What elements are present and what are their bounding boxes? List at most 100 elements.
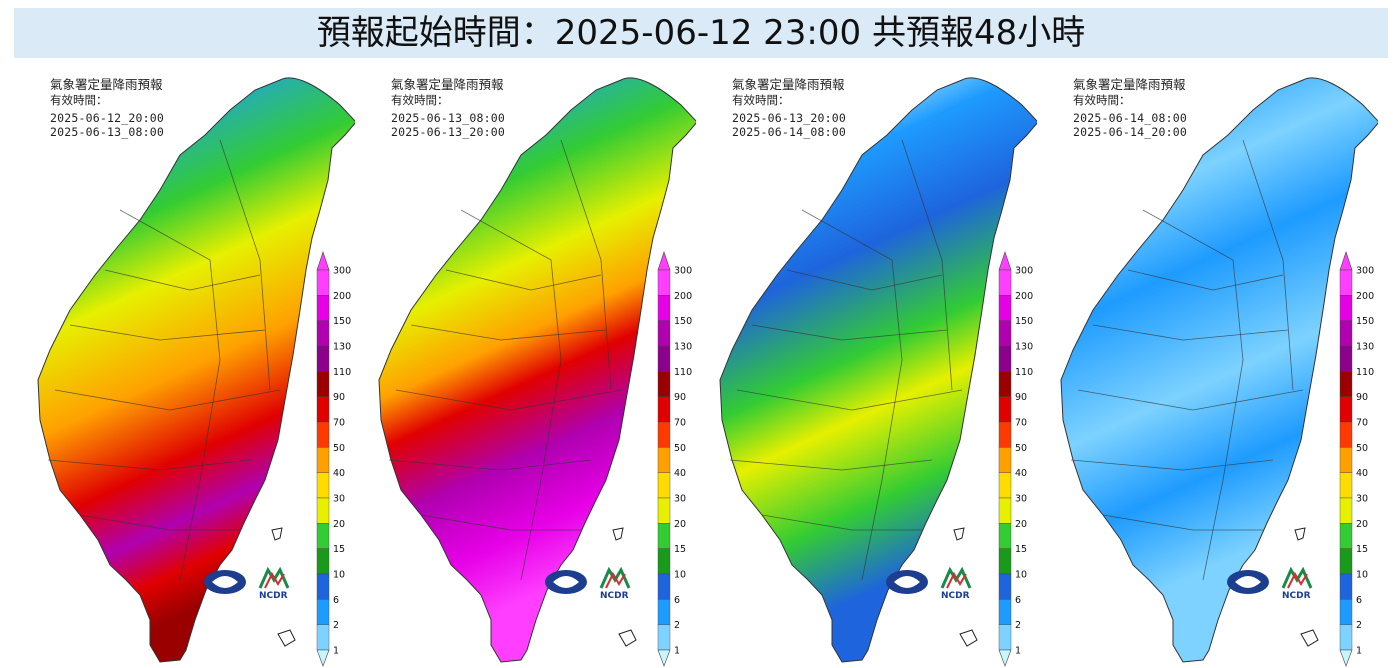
colorbar-tick-label: 40 <box>1015 468 1027 479</box>
colorbar-tick-label: 2 <box>333 620 339 631</box>
colorbar-tick-label: 40 <box>674 468 686 479</box>
rainfall-map-panel: 300 200 150 130 110 90 70 50 40 30 20 15 10 6 2 1 NCDR 氣象… <box>10 60 355 668</box>
ncdr-logo-accent <box>1287 571 1308 589</box>
colorbar-swatch <box>998 548 1012 575</box>
colorbar-swatch <box>1339 523 1353 549</box>
panel-title: 氣象署定量降雨預報 <box>732 77 845 92</box>
colorbar-tick-label: 15 <box>674 544 686 555</box>
county-boundary <box>395 389 622 411</box>
county-boundary <box>761 514 922 531</box>
colorbar-tick-label: 150 <box>1015 316 1033 327</box>
colorbar-swatch <box>1339 497 1353 524</box>
colorbar-tick-label: 15 <box>1015 544 1027 555</box>
ncdr-logo-accent <box>605 571 626 589</box>
colorbar-tick-label: 15 <box>1356 544 1368 555</box>
colorbar-swatch <box>316 295 330 321</box>
colorbar-swatch <box>316 396 330 423</box>
county-boundary <box>54 389 281 411</box>
cwa-logo-swirl <box>1235 576 1261 588</box>
ncdr-logo-text: NCDR <box>941 591 970 601</box>
colorbar-tick-label: 300 <box>1015 266 1033 277</box>
colorbar-swatch <box>998 421 1012 448</box>
colorbar-tick-label: 50 <box>1356 443 1368 454</box>
colorbar-swatch <box>316 599 330 625</box>
colorbar-swatch <box>1339 624 1353 651</box>
valid-time-label: 有效時間： <box>50 93 108 107</box>
colorbar-swatch <box>657 548 671 575</box>
county-boundary <box>729 459 933 471</box>
taiwan-island-shape <box>719 77 1037 663</box>
colorbar-swatch <box>316 447 330 473</box>
colorbar-tick-label: 300 <box>1356 266 1374 277</box>
valid-time-end: 2025-06-14_20:00 <box>1073 125 1187 139</box>
colorbar-swatch <box>657 447 671 473</box>
valid-time-start: 2025-06-14_08:00 <box>1073 111 1187 125</box>
colorbar-swatch <box>316 497 330 524</box>
colorbar-tick-label: 1 <box>1356 646 1362 657</box>
rainfall-map-panel: 300 200 150 130 110 90 70 50 40 30 20 15 10 6 2 1 NCDR 氣象… <box>692 60 1037 668</box>
ncdr-logo-accent <box>946 571 967 589</box>
colorbar-swatch <box>657 396 671 423</box>
orchid-island-outline <box>277 629 296 647</box>
colorbar-swatch <box>316 421 330 448</box>
valid-time-end: 2025-06-13_20:00 <box>391 125 505 139</box>
colorbar-tick-label: 20 <box>333 519 345 530</box>
colorbar-tick-label: 90 <box>1356 392 1368 403</box>
colorbar-tick-label: 10 <box>674 570 686 581</box>
panel-title: 氣象署定量降雨預報 <box>50 77 163 92</box>
colorbar-tick-label: 90 <box>333 392 345 403</box>
valid-time-start: 2025-06-12_20:00 <box>50 111 164 125</box>
colorbar-tick-label: 150 <box>333 316 351 327</box>
county-boundary <box>1092 324 1289 341</box>
colorbar-tick-label: 300 <box>333 266 351 277</box>
colorbar-tick-label: 90 <box>674 392 686 403</box>
colorbar-tick-label: 6 <box>333 595 339 606</box>
county-boundary <box>786 269 943 291</box>
colorbar-tick-label: 150 <box>674 316 692 327</box>
colorbar-tick-label: 70 <box>674 418 686 429</box>
colorbar-swatch <box>1339 371 1353 397</box>
county-boundary <box>560 139 612 391</box>
colorbar-swatch <box>657 421 671 448</box>
rainfall-map-panel: 300 200 150 130 110 90 70 50 40 30 20 15 10 6 2 1 NCDR 氣象… <box>351 60 696 668</box>
colorbar-swatch <box>998 523 1012 549</box>
county-boundary <box>420 514 581 531</box>
county-boundary <box>119 209 221 581</box>
colorbar-tick-label: 50 <box>674 443 686 454</box>
colorbar-swatch <box>316 523 330 549</box>
colorbar-tick-label: 110 <box>1356 367 1374 378</box>
colorbar-tick-label: 1 <box>1015 646 1021 657</box>
green-island-outline <box>271 527 283 541</box>
colorbar-swatch <box>316 371 330 397</box>
ncdr-logo-text: NCDR <box>1282 591 1311 601</box>
colorbar-tick-label: 50 <box>333 443 345 454</box>
colorbar-swatch <box>1339 345 1353 372</box>
colorbar-bottom-arrow <box>316 649 330 667</box>
colorbar-tick-label: 50 <box>1015 443 1027 454</box>
taiwan-rainfall-map: 300 200 150 130 110 90 70 50 40 30 20 15 10 6 2 1 NCDR <box>37 77 355 667</box>
county-boundary <box>69 324 266 341</box>
colorbar-swatch <box>998 599 1012 625</box>
cwa-logo-swirl <box>212 576 238 588</box>
colorbar-tick-label: 1 <box>674 646 680 657</box>
colorbar-swatch <box>657 345 671 372</box>
colorbar-tick-label: 70 <box>1356 418 1368 429</box>
colorbar-swatch <box>316 345 330 372</box>
colorbar-swatch <box>657 599 671 625</box>
colorbar-swatch <box>1339 447 1353 473</box>
colorbar-tick-label: 20 <box>1015 519 1027 530</box>
valid-time-label: 有效時間： <box>1073 93 1131 107</box>
valid-time-end: 2025-06-13_08:00 <box>50 125 164 139</box>
taiwan-rainfall-map: 300 200 150 130 110 90 70 50 40 30 20 15 10 6 2 1 NCDR <box>378 77 696 667</box>
county-boundary <box>460 209 562 581</box>
colorbar-tick-label: 110 <box>674 367 692 378</box>
colorbar-tick-label: 30 <box>333 494 345 505</box>
colorbar-tick-label: 1 <box>333 646 339 657</box>
colorbar-swatch <box>998 472 1012 499</box>
colorbar-tick-label: 200 <box>1015 291 1033 302</box>
colorbar-tick-label: 150 <box>1356 316 1374 327</box>
colorbar-tick-label: 6 <box>1015 595 1021 606</box>
cwa-logo-swirl <box>553 576 579 588</box>
taiwan-rainfall-map: 300 200 150 130 110 90 70 50 40 30 20 15 10 6 2 1 NCDR <box>719 77 1037 667</box>
colorbar-top-arrow <box>657 251 671 271</box>
